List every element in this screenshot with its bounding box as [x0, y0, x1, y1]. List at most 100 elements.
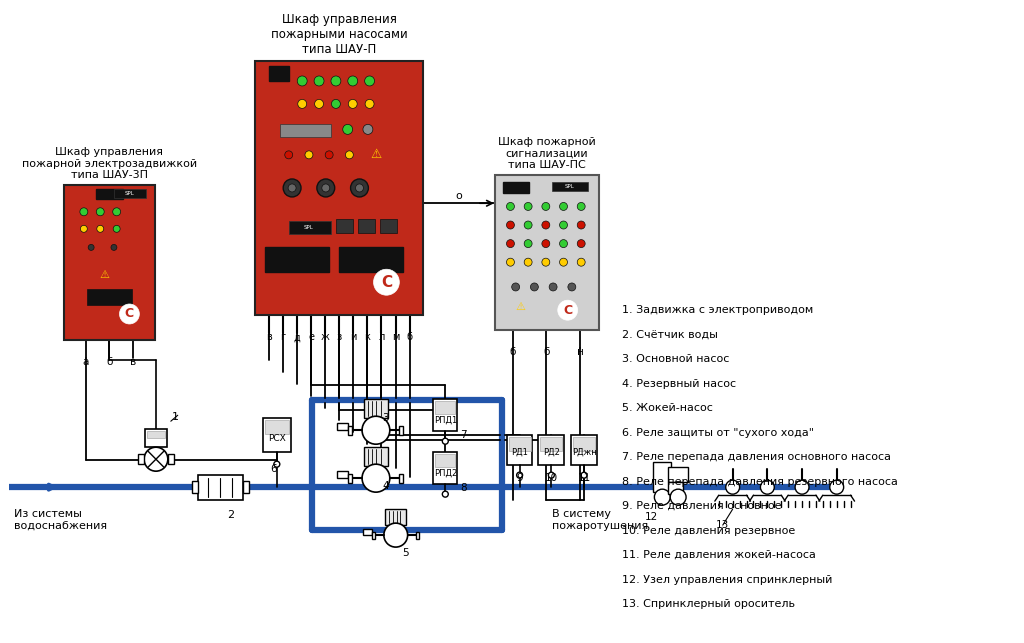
- Circle shape: [795, 480, 809, 494]
- Text: C: C: [381, 275, 392, 290]
- Bar: [265, 421, 289, 434]
- Text: ⚠: ⚠: [516, 302, 526, 312]
- Circle shape: [542, 203, 550, 210]
- Bar: [398, 474, 402, 483]
- Text: ж: ж: [321, 332, 330, 342]
- Circle shape: [578, 221, 585, 229]
- Text: 12: 12: [645, 512, 658, 522]
- Bar: [416, 532, 419, 539]
- Text: В систему
пожаротушения: В систему пожаротушения: [552, 509, 648, 530]
- Circle shape: [343, 124, 352, 134]
- Text: е: е: [308, 332, 314, 342]
- Bar: [495, 176, 599, 331]
- Circle shape: [559, 221, 567, 229]
- Circle shape: [88, 244, 94, 250]
- Circle shape: [305, 151, 313, 159]
- Bar: [509, 437, 530, 451]
- Text: в: в: [266, 332, 271, 342]
- Circle shape: [331, 76, 341, 86]
- Circle shape: [144, 447, 168, 471]
- Text: Шкаф управления
пожарной электрозадвижкой
типа ШАУ-3П: Шкаф управления пожарной электрозадвижко…: [22, 147, 197, 181]
- Circle shape: [80, 225, 87, 232]
- Bar: [339, 246, 403, 272]
- Circle shape: [559, 258, 567, 266]
- Circle shape: [542, 240, 550, 248]
- Circle shape: [726, 480, 739, 494]
- Circle shape: [365, 76, 375, 86]
- Bar: [87, 289, 132, 305]
- Bar: [255, 60, 424, 315]
- Text: 1. Задвижка с электроприводом: 1. Задвижка с электроприводом: [622, 305, 813, 315]
- Text: Шкаф управления
пожарными насосами
типа ШАУ-П: Шкаф управления пожарными насосами типа …: [271, 13, 408, 55]
- Text: б: б: [543, 347, 550, 358]
- Text: 4. Резервный насос: 4. Резервный насос: [622, 379, 736, 389]
- Bar: [669, 467, 688, 482]
- Bar: [380, 219, 396, 233]
- Text: 10. Реле давления резервное: 10. Реле давления резервное: [622, 525, 795, 536]
- Text: РПД1: РПД1: [434, 415, 457, 424]
- Text: 7. Реле перепада давления основного насоса: 7. Реле перепада давления основного насо…: [622, 452, 891, 462]
- Text: ⚠: ⚠: [371, 149, 382, 161]
- Text: C: C: [125, 307, 134, 320]
- Circle shape: [568, 283, 575, 291]
- Text: 5: 5: [402, 548, 409, 558]
- Bar: [145, 430, 167, 447]
- Text: РСХ: РСХ: [268, 434, 286, 443]
- Text: 12. Узел управления спринклерный: 12. Узел управления спринклерный: [622, 575, 833, 584]
- Text: л: л: [378, 332, 385, 342]
- Circle shape: [314, 100, 324, 109]
- Bar: [348, 426, 352, 435]
- Bar: [114, 188, 145, 198]
- Text: 4: 4: [383, 481, 389, 491]
- Circle shape: [829, 480, 844, 494]
- Text: 10: 10: [545, 473, 558, 483]
- Bar: [348, 474, 352, 483]
- Circle shape: [671, 489, 686, 505]
- Text: 11: 11: [578, 473, 591, 483]
- Circle shape: [578, 203, 585, 210]
- Text: 8: 8: [460, 483, 467, 493]
- Circle shape: [524, 203, 532, 210]
- Text: Шкаф пожарной
сигнализации
типа ШАУ-ПС: Шкаф пожарной сигнализации типа ШАУ-ПС: [498, 137, 596, 170]
- Circle shape: [581, 472, 587, 478]
- Text: РД1: РД1: [511, 448, 528, 457]
- Bar: [552, 182, 589, 191]
- Circle shape: [761, 480, 774, 494]
- Text: РПД2: РПД2: [434, 469, 457, 478]
- Text: C: C: [563, 303, 572, 317]
- Bar: [281, 124, 331, 137]
- Circle shape: [558, 300, 578, 320]
- Bar: [507, 435, 532, 465]
- Circle shape: [284, 179, 301, 197]
- Bar: [573, 437, 595, 451]
- Bar: [364, 447, 388, 466]
- Circle shape: [350, 179, 369, 197]
- Text: 7: 7: [460, 430, 467, 440]
- Text: н: н: [577, 347, 584, 358]
- Circle shape: [524, 258, 532, 266]
- Circle shape: [442, 491, 449, 497]
- Circle shape: [442, 439, 449, 444]
- Text: 3. Основной насос: 3. Основной насос: [622, 354, 729, 365]
- Circle shape: [362, 416, 390, 444]
- Text: 9: 9: [516, 473, 523, 483]
- Bar: [168, 454, 174, 464]
- Bar: [364, 399, 388, 418]
- Circle shape: [542, 258, 550, 266]
- Text: и: и: [350, 332, 356, 342]
- Bar: [357, 219, 375, 233]
- Text: б: б: [106, 358, 113, 367]
- Bar: [311, 400, 502, 530]
- Text: б: б: [407, 332, 413, 342]
- Text: SPL: SPL: [565, 184, 574, 189]
- Circle shape: [80, 208, 88, 216]
- Text: 2: 2: [226, 510, 233, 520]
- Bar: [435, 454, 456, 467]
- Text: SPL: SPL: [304, 225, 313, 230]
- Text: 13: 13: [716, 520, 729, 530]
- Bar: [263, 418, 291, 452]
- Bar: [398, 426, 402, 435]
- Circle shape: [517, 472, 522, 478]
- Text: 3: 3: [383, 413, 389, 423]
- Circle shape: [507, 203, 514, 210]
